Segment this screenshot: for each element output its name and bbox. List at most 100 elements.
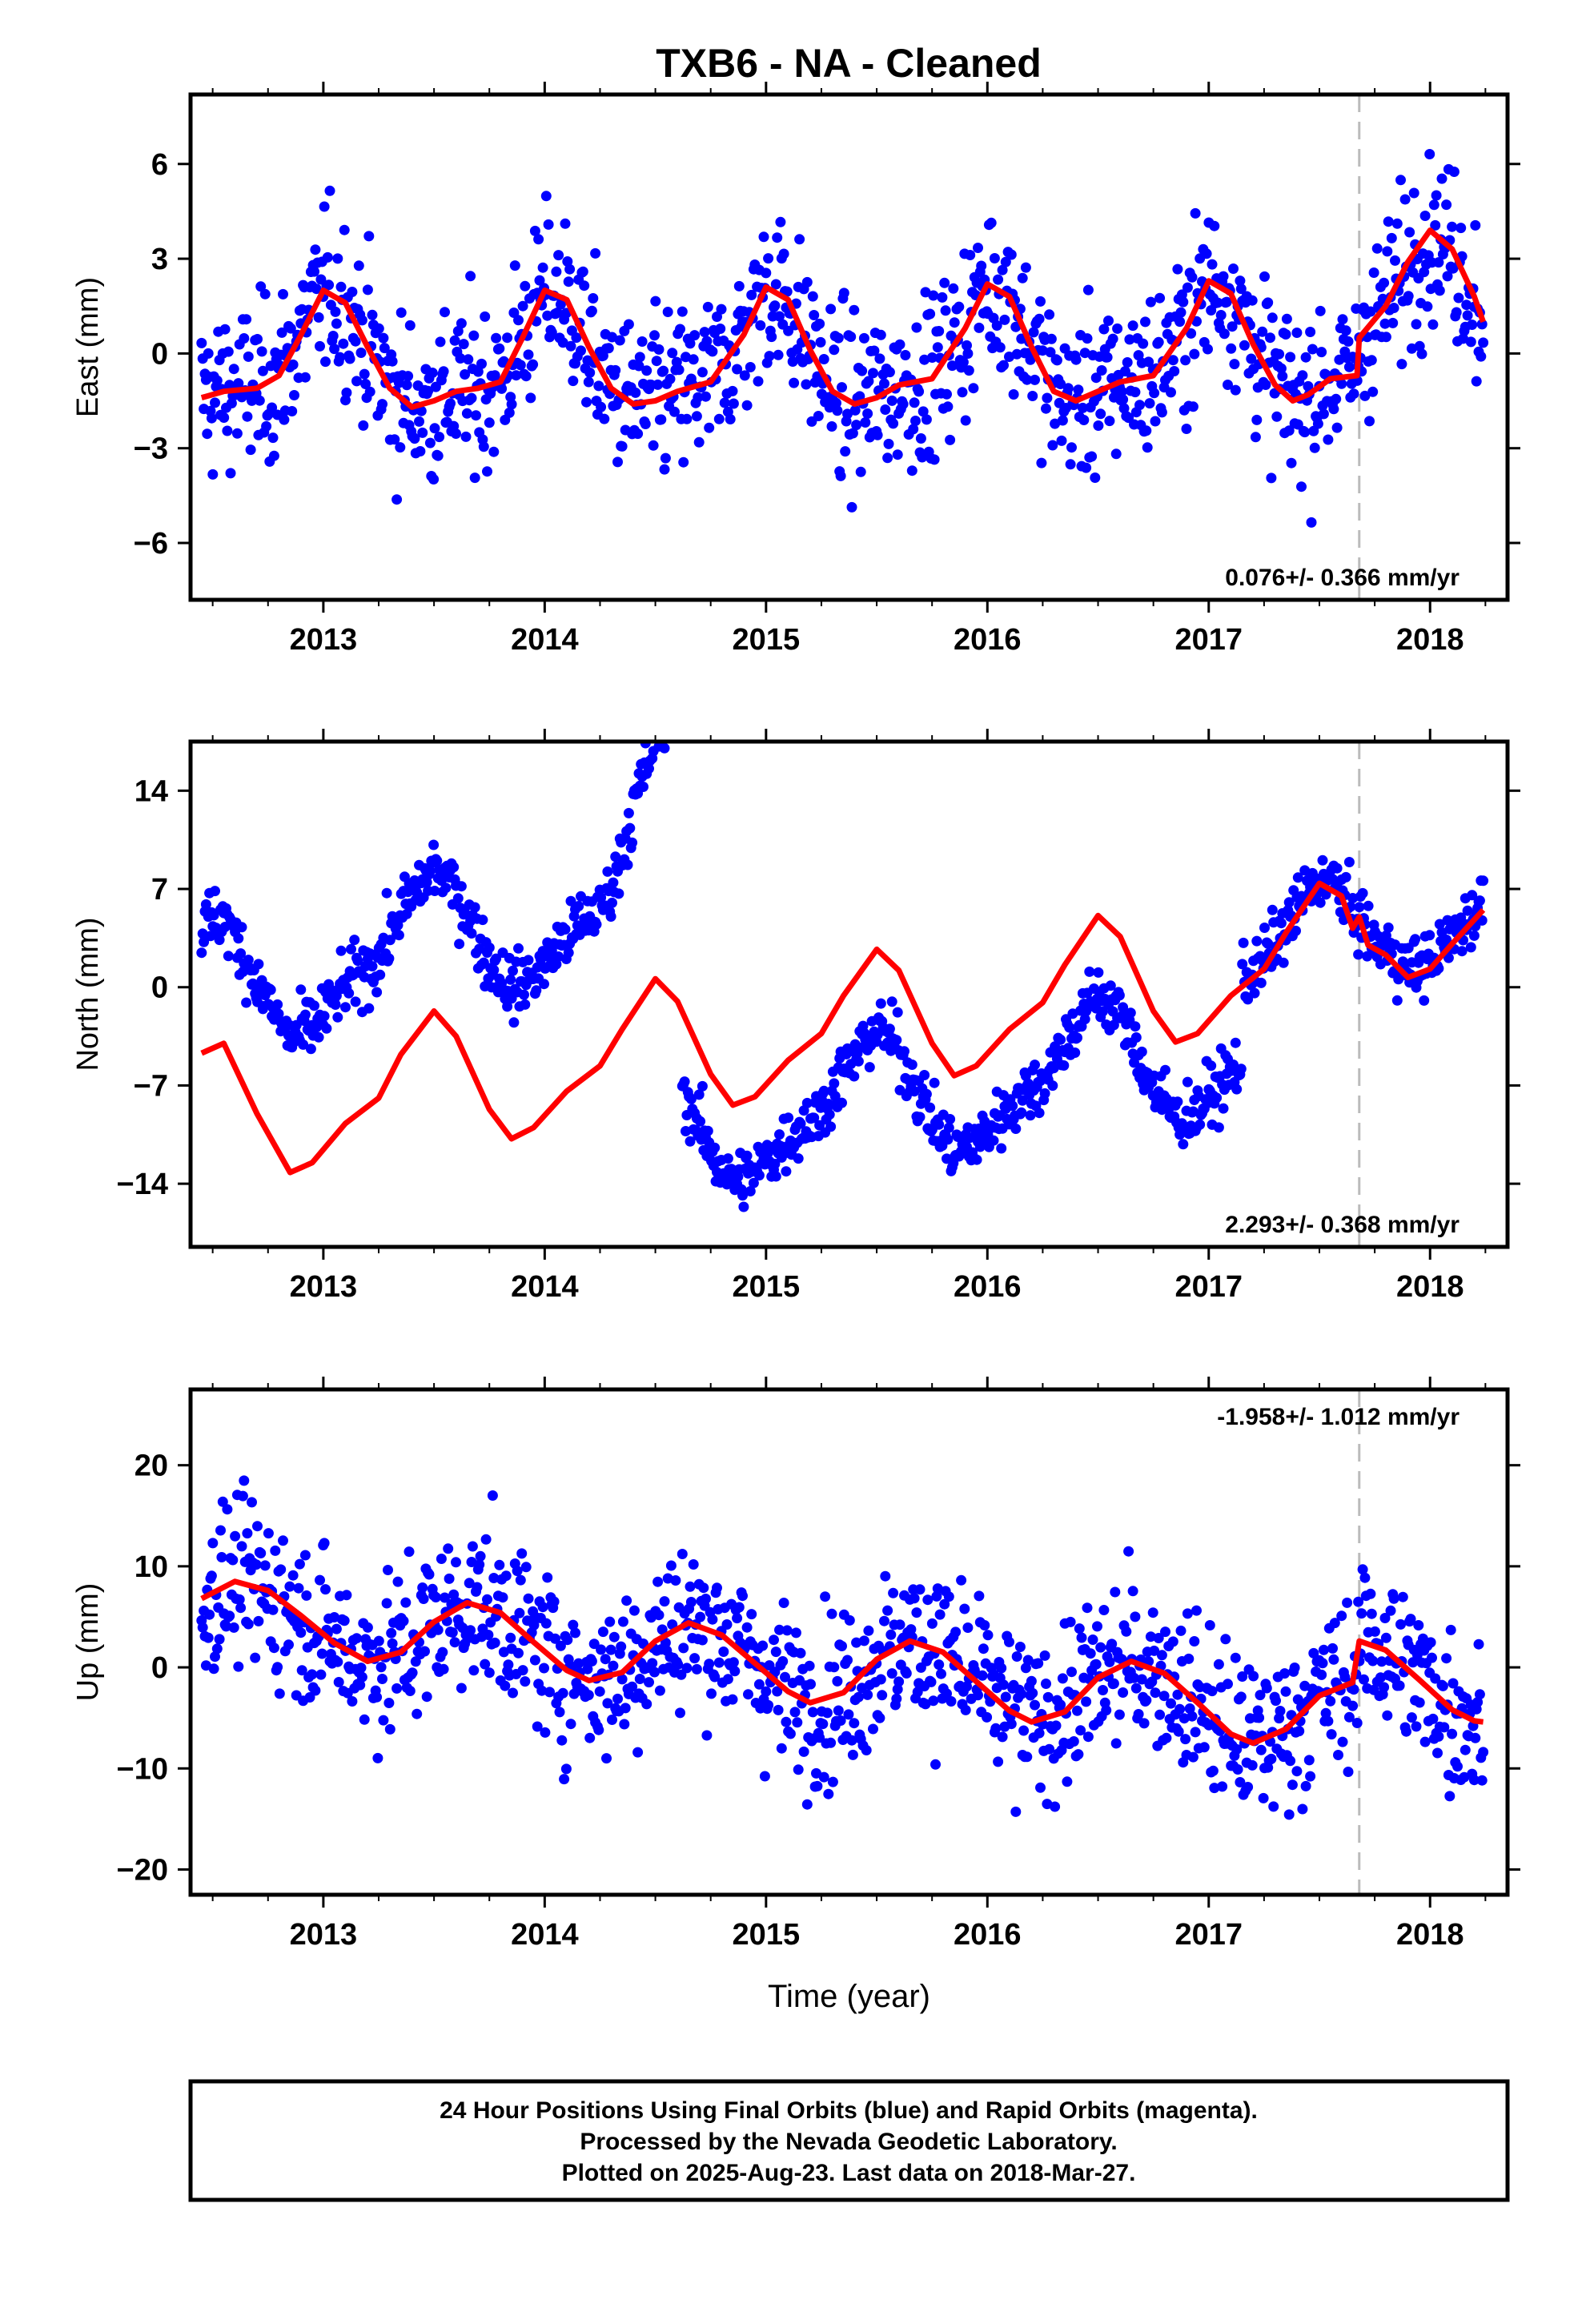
y-tick-label: −10 bbox=[117, 1752, 168, 1786]
data-point bbox=[826, 1608, 837, 1619]
data-point bbox=[886, 1668, 897, 1679]
data-point bbox=[440, 1592, 450, 1603]
data-point bbox=[435, 336, 446, 348]
data-point bbox=[691, 1663, 702, 1675]
data-point bbox=[795, 1647, 806, 1659]
data-point bbox=[1434, 285, 1445, 296]
data-point bbox=[1186, 271, 1198, 283]
data-point bbox=[722, 1153, 733, 1164]
data-point bbox=[417, 427, 428, 438]
data-point bbox=[959, 1603, 970, 1614]
data-point bbox=[838, 287, 849, 299]
data-point bbox=[293, 1582, 304, 1594]
data-point bbox=[1235, 1691, 1247, 1703]
data-point bbox=[215, 1525, 226, 1536]
data-point bbox=[1419, 1736, 1431, 1747]
x-tick-label: 2014 bbox=[511, 623, 579, 657]
x-tick-label: 2013 bbox=[290, 1270, 358, 1304]
data-point bbox=[1220, 1634, 1231, 1645]
data-point bbox=[434, 432, 445, 443]
data-point bbox=[713, 1657, 725, 1668]
data-point bbox=[1112, 323, 1123, 334]
data-point bbox=[840, 446, 851, 457]
data-point bbox=[1211, 1092, 1223, 1104]
data-point bbox=[539, 1663, 549, 1674]
data-point bbox=[1141, 425, 1152, 436]
data-point bbox=[591, 919, 602, 930]
data-point bbox=[1300, 1780, 1311, 1791]
data-point bbox=[594, 1686, 605, 1697]
data-point bbox=[1050, 418, 1061, 429]
data-point bbox=[781, 1625, 793, 1636]
data-point bbox=[825, 1121, 837, 1132]
data-point bbox=[1467, 320, 1478, 330]
data-point bbox=[1085, 1648, 1096, 1659]
data-point bbox=[443, 1543, 454, 1554]
data-point bbox=[1444, 1791, 1456, 1802]
x-tick-label: 2018 bbox=[1396, 1918, 1464, 1952]
data-point bbox=[371, 987, 383, 998]
data-point bbox=[1172, 1689, 1183, 1700]
data-point bbox=[1180, 355, 1191, 366]
data-point bbox=[677, 306, 688, 317]
data-point bbox=[1235, 1063, 1247, 1075]
data-point bbox=[1390, 255, 1400, 266]
data-point bbox=[222, 1504, 233, 1515]
data-point bbox=[514, 1607, 525, 1618]
data-point bbox=[693, 436, 705, 448]
data-point bbox=[1443, 952, 1454, 963]
data-point bbox=[1207, 1765, 1219, 1776]
data-point bbox=[716, 304, 727, 315]
data-point bbox=[596, 892, 607, 903]
data-point bbox=[698, 1582, 709, 1594]
data-point bbox=[1285, 352, 1296, 363]
chart-panel-east: 2013 2014 2015 2016 2017 2018 6 3 0 −3 −6 East (mm)… bbox=[71, 82, 1520, 657]
data-point bbox=[242, 411, 253, 422]
data-point bbox=[310, 244, 321, 255]
data-point bbox=[1106, 1638, 1118, 1650]
data-point bbox=[697, 1634, 708, 1646]
data-point bbox=[449, 335, 460, 346]
data-point bbox=[307, 1669, 318, 1680]
data-point bbox=[1195, 1119, 1206, 1130]
data-point bbox=[928, 290, 939, 301]
data-point bbox=[1395, 1618, 1406, 1630]
data-point bbox=[475, 1550, 486, 1562]
data-point bbox=[1098, 1605, 1110, 1615]
data-point bbox=[1353, 1596, 1364, 1607]
data-point bbox=[813, 411, 824, 421]
data-point bbox=[428, 474, 440, 485]
data-point bbox=[619, 1719, 630, 1730]
data-point bbox=[237, 1490, 248, 1502]
data-point bbox=[474, 943, 485, 955]
data-point bbox=[801, 379, 812, 390]
data-point bbox=[1394, 1680, 1405, 1691]
data-point bbox=[1174, 1703, 1186, 1715]
data-point bbox=[1275, 918, 1287, 929]
data-point bbox=[781, 1166, 792, 1177]
data-point bbox=[1149, 1645, 1160, 1656]
data-point bbox=[1323, 434, 1334, 445]
data-point bbox=[1016, 1107, 1027, 1118]
data-point bbox=[1283, 1809, 1295, 1820]
data-point bbox=[404, 320, 416, 331]
data-point bbox=[1294, 1726, 1305, 1737]
data-point bbox=[391, 1683, 403, 1694]
data-point bbox=[1093, 420, 1104, 431]
data-point bbox=[523, 349, 534, 360]
data-point bbox=[974, 322, 985, 333]
data-point bbox=[520, 999, 531, 1010]
data-point bbox=[359, 368, 370, 380]
data-point bbox=[1315, 897, 1326, 908]
data-point bbox=[963, 365, 974, 376]
data-point bbox=[1473, 1638, 1484, 1650]
y-tick-label: −7 bbox=[134, 1069, 168, 1103]
data-point bbox=[236, 1541, 247, 1552]
data-point bbox=[1133, 350, 1144, 361]
data-point bbox=[656, 414, 667, 425]
data-point bbox=[1430, 1673, 1441, 1684]
data-point bbox=[988, 1135, 999, 1146]
data-point bbox=[1433, 1731, 1444, 1742]
data-point bbox=[217, 1496, 228, 1507]
data-point bbox=[769, 1634, 779, 1646]
